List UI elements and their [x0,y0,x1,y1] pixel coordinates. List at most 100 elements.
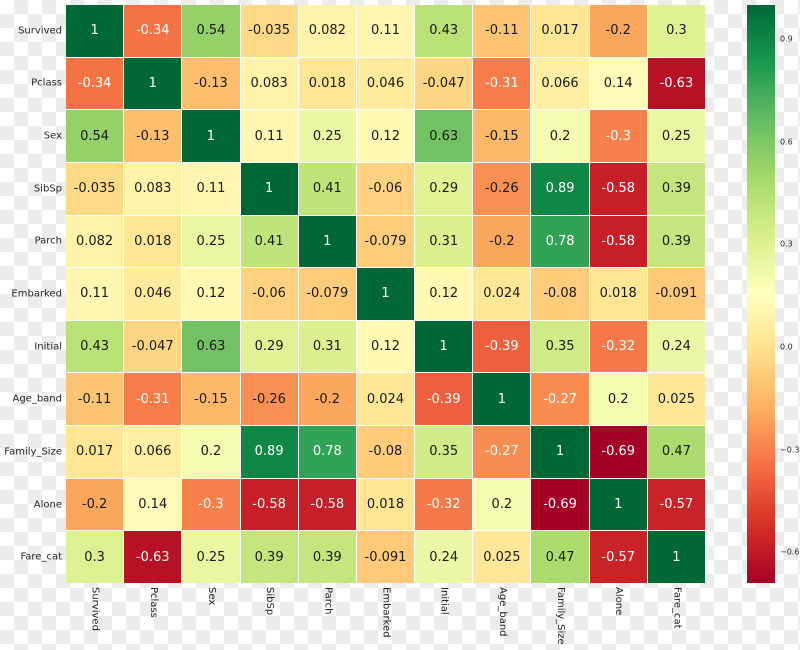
x-axis-label: Survived [89,587,101,631]
heatmap-cell: -0.63 [647,57,705,110]
heatmap-cell: 0.2 [531,110,589,162]
heatmap-cell: 1 [589,478,647,531]
heatmap-cell: -0.27 [473,426,531,478]
heatmap-cell: -0.091 [356,531,415,583]
heatmap-cell: 0.47 [531,531,589,583]
heatmap-cell: 0.018 [298,57,356,110]
heatmap-cell: 0.54 [182,5,240,57]
correlation-heatmap: 1 -0.34 0.54 -0.035 0.082 0.11 0.43 -0.11 0.017-… [66,5,705,583]
heatmap-cell: 0.63 [415,110,473,162]
heatmap-cell: 0.35 [415,426,473,478]
x-axis-label: Parch [322,587,334,615]
heatmap-cell: 0.25 [182,531,240,583]
heatmap-cell: 0.47 [647,426,705,478]
heatmap-cell: 0.41 [240,215,298,268]
x-axis-label: Pclass [147,587,159,618]
heatmap-cell: -0.2 [66,478,124,531]
heatmap-cell: -0.27 [531,373,589,426]
y-axis-label: Alone [33,499,62,511]
heatmap-cell: 0.31 [415,215,473,268]
heatmap-cell: 0.12 [415,268,473,320]
heatmap-cell: -0.58 [589,215,647,268]
heatmap-cell: 1 [182,110,240,162]
heatmap-cell: -0.15 [473,110,531,162]
heatmap-cell: -0.035 [66,162,124,215]
heatmap-cell: 0.11 [356,5,415,57]
heatmap-cell: 0.3 [66,531,124,583]
heatmap-cell: -0.39 [473,320,531,373]
heatmap-cell: -0.13 [182,57,240,110]
heatmap-cell: 1 [647,531,705,583]
heatmap-cell: -0.035 [240,5,298,57]
y-axis-label: Sex [43,130,62,142]
heatmap-cell: 0.017 [531,5,589,57]
heatmap-cell: -0.58 [298,478,356,531]
x-axis-label: Fare_cat [671,587,683,629]
heatmap-cell: -0.58 [589,162,647,215]
heatmap-cell: 0.11 [182,162,240,215]
colorbar-tick-label: −0.3 [780,445,800,455]
heatmap-cell: -0.39 [415,373,473,426]
heatmap-cell: 0.046 [356,57,415,110]
x-axis-label: Alone [613,587,625,616]
heatmap-cell: -0.31 [124,373,182,426]
heatmap-cell: 1 [66,5,124,57]
y-axis-label: Fare_cat [20,551,62,563]
y-axis-label: Survived [18,25,62,37]
heatmap-cell: 0.43 [415,5,473,57]
heatmap-cell: -0.57 [647,478,705,531]
colorbar-tick-label: 0.3 [780,239,793,249]
heatmap-cell: -0.63 [124,531,182,583]
heatmap-cell: -0.69 [531,478,589,531]
heatmap-cell: 0.43 [66,320,124,373]
x-axis-label: SibSp [264,587,276,616]
heatmap-cell: 0.11 [66,268,124,320]
colorbar-tick-label: −0.6 [780,547,800,557]
heatmap-cell: 1 [298,215,356,268]
heatmap-cell: 0.017 [66,426,124,478]
heatmap-cell: -0.31 [473,57,531,110]
colorbar-tick-label: 0.6 [780,137,793,147]
heatmap-cell: -0.079 [356,215,415,268]
y-axis-label: SibSp [33,183,62,195]
heatmap-cell: 0.29 [240,320,298,373]
colorbar-tick-label: 0.0 [780,342,793,352]
heatmap-cell: -0.08 [531,268,589,320]
heatmap-cell: 0.083 [124,162,182,215]
heatmap-cell: -0.047 [415,57,473,110]
heatmap-cell: 0.024 [473,268,531,320]
heatmap-cell: 0.63 [182,320,240,373]
heatmap-cell: -0.047 [124,320,182,373]
heatmap-cell: 1 [356,268,415,320]
heatmap-cell: 0.39 [240,531,298,583]
heatmap-cell: 1 [415,320,473,373]
heatmap-cell: 0.24 [647,320,705,373]
heatmap-cell: 0.12 [182,268,240,320]
heatmap-cell: 0.066 [531,57,589,110]
heatmap-cell: 0.12 [356,110,415,162]
heatmap-cell: 0.3 [647,5,705,57]
heatmap-cell: 0.12 [356,320,415,373]
y-axis-label: Embarked [11,288,62,300]
heatmap-cell: -0.08 [356,426,415,478]
heatmap-cell: 0.025 [647,373,705,426]
heatmap-cell: -0.2 [589,5,647,57]
heatmap-cell: 0.29 [415,162,473,215]
heatmap-cell: 0.046 [124,268,182,320]
y-axis-label: Family_Size [4,446,62,458]
heatmap-cell: 0.14 [589,57,647,110]
colorbar [747,5,775,583]
heatmap-cell: 0.082 [298,5,356,57]
heatmap-cell: 0.018 [356,478,415,531]
heatmap-cell: 0.89 [240,426,298,478]
heatmap-cell: -0.34 [124,5,182,57]
heatmap-cell: 0.11 [240,110,298,162]
heatmap-cell: 0.082 [66,215,124,268]
heatmap-cell: -0.13 [124,110,182,162]
heatmap-cell: 0.018 [124,215,182,268]
heatmap-cell: -0.69 [589,426,647,478]
heatmap-cell: -0.11 [473,5,531,57]
heatmap-cell: 0.89 [531,162,589,215]
heatmap-cell: 0.025 [473,531,531,583]
heatmap-cell: 0.25 [182,215,240,268]
